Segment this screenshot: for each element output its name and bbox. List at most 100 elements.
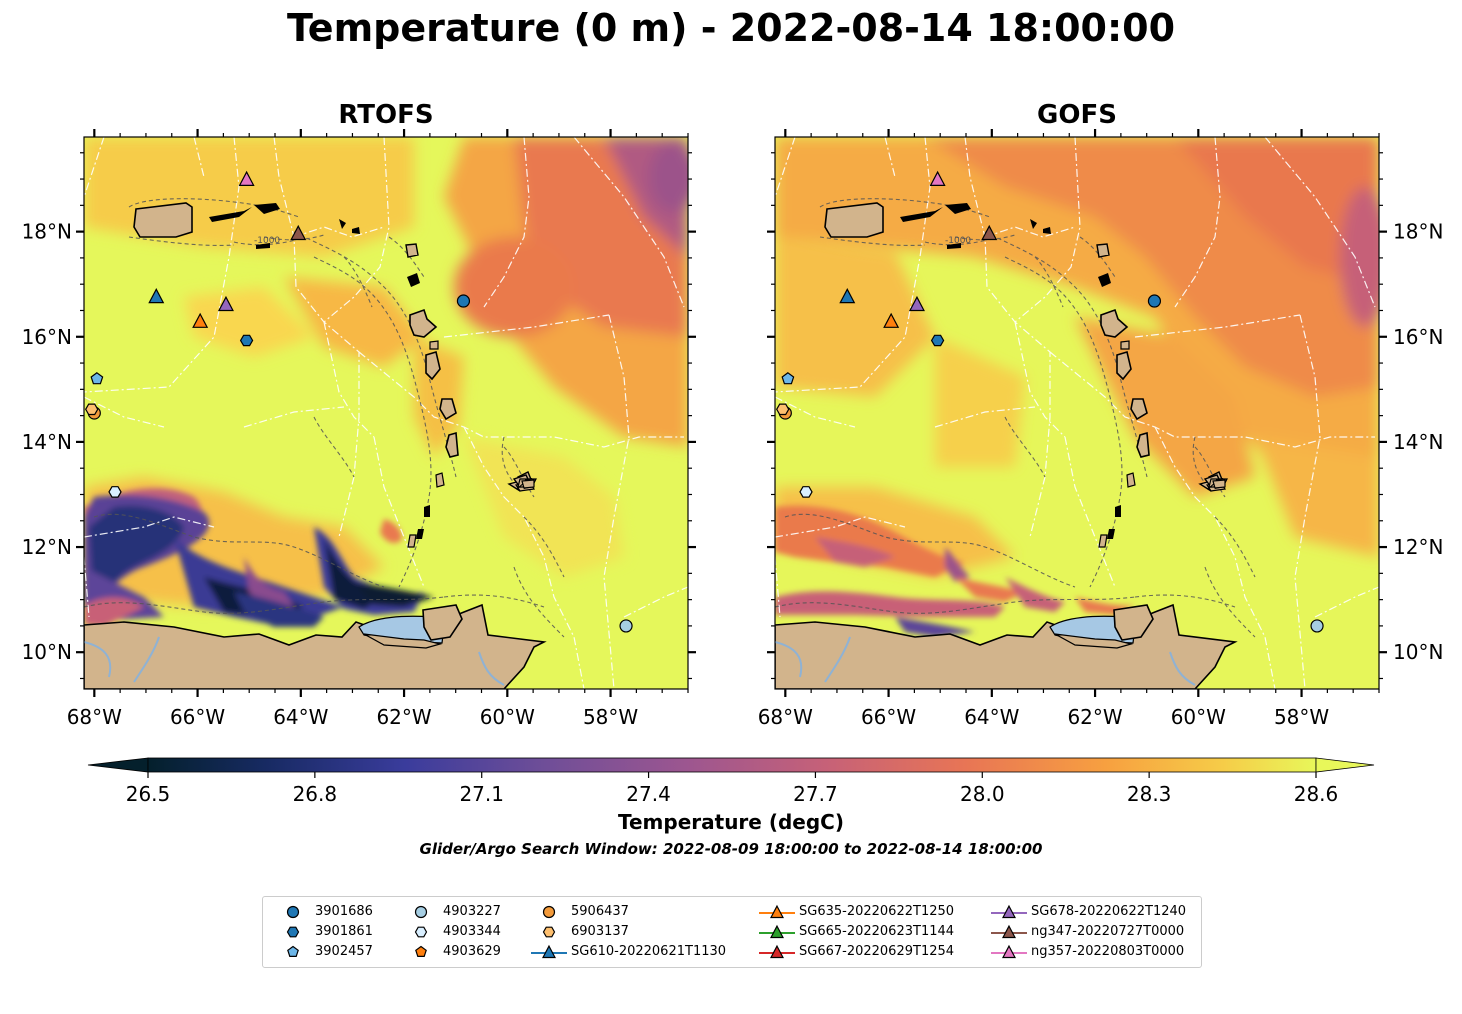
observation-marker [619, 619, 633, 633]
colorbar [87, 757, 1375, 778]
legend-label: SG610-20220621T1130 [571, 944, 727, 959]
observation-marker [1310, 619, 1324, 633]
lat-tick-label: 10°N [22, 640, 72, 664]
panel-gofs: -1000 [774, 136, 1380, 690]
colorbar-label: Temperature (degC) [618, 810, 844, 834]
observation-markers-gofs [776, 170, 1324, 633]
legend-marker-icon [542, 926, 556, 938]
lon-tick-label: 68°W [758, 705, 813, 729]
lat-tick-label: 16°N [22, 325, 72, 349]
lat-tick-label: 12°N [1393, 535, 1443, 559]
observation-marker [192, 312, 209, 328]
observation-marker [290, 224, 307, 241]
legend-label: SG667-20220629T1254 [799, 944, 955, 959]
legend-label: SG678-20220622T1240 [1031, 904, 1187, 919]
lon-tick-label: 64°W [964, 705, 1019, 729]
legend-label: SG665-20220623T1144 [799, 924, 955, 939]
lon-tick-label: 60°W [480, 705, 535, 729]
legend-label: 3901686 [315, 904, 373, 919]
legend-marker-icon [415, 945, 427, 957]
observation-markers-rtofs [85, 170, 633, 633]
lat-tick-label: 12°N [22, 535, 72, 559]
legend-label: 3902457 [315, 944, 373, 959]
observation-marker [239, 334, 254, 347]
legend-marker-icon [414, 926, 428, 938]
panel-title-rtofs: RTOFS [338, 100, 434, 130]
observation-marker [238, 170, 255, 186]
observation-marker [108, 486, 122, 498]
lon-tick-label: 68°W [67, 705, 122, 729]
observation-marker [776, 403, 790, 416]
lon-tick-label: 66°W [861, 705, 916, 729]
contour-label-gofs: -1000 [945, 236, 971, 246]
lon-tick-label: 62°W [376, 705, 431, 729]
legend-marker-icon [759, 924, 795, 939]
legend-marker-icon [286, 926, 300, 938]
lon-tick-label: 62°W [1067, 705, 1122, 729]
observation-marker [781, 372, 795, 385]
lat-tick-label: 16°N [1393, 325, 1443, 349]
legend-label: ng357-20220803T0000 [1031, 944, 1185, 959]
observation-marker [85, 403, 99, 416]
legend-marker-icon [531, 944, 567, 959]
legend: 3901686 3901861 3902457 4903227 4903344 49036… [262, 896, 1202, 968]
observation-marker [883, 312, 900, 328]
colorbar-tick-label: 27.4 [626, 782, 671, 806]
legend-label: ng347-20220727T0000 [1031, 924, 1185, 939]
colorbar-tick-label: 27.7 [793, 782, 838, 806]
figure-title: Temperature (0 m) - 2022-08-14 18:00:00 [286, 6, 1176, 50]
lat-tick-label: 14°N [22, 430, 72, 454]
lon-tick-label: 60°W [1171, 705, 1226, 729]
colorbar-tick-label: 27.1 [459, 782, 504, 806]
legend-marker-icon [286, 905, 300, 919]
legend-label: 5906437 [571, 904, 629, 919]
colorbar-tick-label: 28.3 [1126, 782, 1172, 806]
legend-label: 6903137 [571, 924, 629, 939]
observation-marker [456, 294, 471, 308]
map-axes: 68°W 66°W 64°W 62°W 60°W 58°W 18°N 16°N 14°N 12°N… [22, 129, 1443, 729]
legend-label: 4903629 [443, 944, 501, 959]
observation-marker [90, 372, 104, 385]
lon-tick-label: 64°W [273, 705, 328, 729]
colorbar-extend-low [87, 757, 149, 773]
search-window-note: Glider/Argo Search Window: 2022-08-09 18… [419, 840, 1043, 858]
observation-marker [799, 486, 813, 498]
legend-label: 3901861 [315, 924, 373, 939]
legend-label: 4903344 [443, 924, 501, 939]
observation-marker [930, 334, 945, 347]
observation-marker [908, 295, 925, 312]
legend-marker-icon [991, 924, 1027, 939]
legend-marker-icon [759, 944, 795, 959]
panel-rtofs: -1000 [83, 136, 689, 690]
lat-tick-label: 14°N [1393, 430, 1443, 454]
lat-tick-label: 10°N [1393, 640, 1443, 664]
legend-marker-icon [759, 904, 795, 919]
panel-title-gofs: GOFS [1037, 100, 1117, 130]
lat-tick-label: 18°N [1393, 220, 1443, 244]
legend-marker-icon [991, 944, 1027, 959]
observation-marker [1147, 294, 1162, 308]
colorbar-tick-label: 28.0 [960, 782, 1005, 806]
legend-marker-icon [542, 905, 556, 919]
observation-marker [148, 288, 165, 304]
colorbar-tick-label: 26.5 [125, 782, 171, 806]
legend-label: 4903227 [443, 904, 501, 919]
legend-marker-icon [287, 945, 299, 957]
colorbar-extend-high [1315, 757, 1375, 773]
lat-tick-label: 18°N [22, 220, 72, 244]
observation-marker [929, 170, 946, 186]
colorbar-tick-label: 28.6 [1293, 782, 1339, 806]
legend-marker-icon [991, 904, 1027, 919]
observation-marker [217, 295, 234, 312]
colorbar-gradient [147, 757, 1317, 773]
lon-tick-label: 58°W [1274, 705, 1329, 729]
colorbar-tick-label: 26.8 [292, 782, 338, 806]
lon-tick-label: 58°W [583, 705, 638, 729]
contour-label-rtofs: -1000 [254, 236, 280, 246]
legend-marker-icon [414, 905, 428, 919]
observation-marker [981, 224, 998, 241]
lon-tick-label: 66°W [170, 705, 225, 729]
legend-label: SG635-20220622T1250 [799, 904, 955, 919]
observation-marker [839, 288, 856, 304]
